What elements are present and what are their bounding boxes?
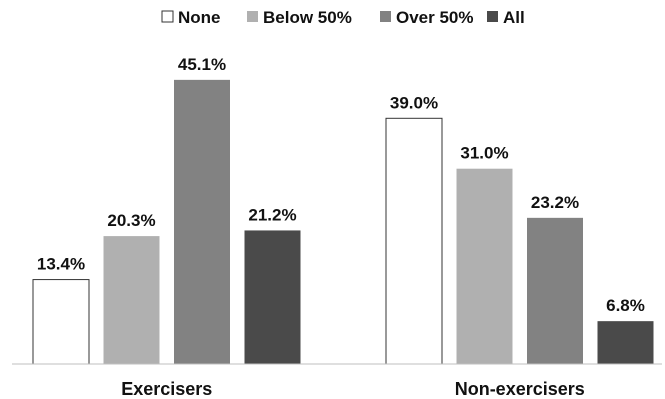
data-label: 21.2% bbox=[248, 205, 296, 224]
legend-swatch bbox=[161, 10, 174, 23]
bar-exercisers-below-50 bbox=[103, 236, 160, 364]
data-label: 13.4% bbox=[37, 255, 85, 274]
legend-swatch bbox=[380, 11, 391, 22]
data-label: 31.0% bbox=[460, 144, 508, 163]
data-label: 23.2% bbox=[531, 193, 579, 212]
legend: None Below 50% Over 50% All bbox=[161, 8, 525, 27]
data-label: 45.1% bbox=[178, 55, 226, 74]
bar-exercisers-all bbox=[244, 230, 301, 364]
legend-label: All bbox=[503, 8, 525, 27]
data-label: 6.8% bbox=[606, 296, 645, 315]
category-labels: Exercisers Non-exercisers bbox=[121, 379, 585, 399]
legend-swatch bbox=[487, 11, 498, 22]
bar-exercisers-none bbox=[32, 279, 90, 365]
bars bbox=[32, 79, 654, 365]
legend-label: None bbox=[178, 8, 221, 27]
legend-label: Below 50% bbox=[263, 8, 352, 27]
legend-swatch bbox=[247, 11, 258, 22]
data-label: 39.0% bbox=[390, 93, 438, 112]
category-label: Non-exercisers bbox=[455, 379, 585, 399]
bar-non-exercisers-below-50 bbox=[456, 168, 513, 364]
legend-label: Over 50% bbox=[396, 8, 474, 27]
bar-non-exercisers-all bbox=[597, 321, 654, 364]
bar-exercisers-over-50 bbox=[174, 79, 230, 365]
bar-non-exercisers-over-50 bbox=[527, 217, 583, 364]
data-label: 20.3% bbox=[107, 211, 155, 230]
category-label: Exercisers bbox=[121, 379, 212, 399]
value-labels: 13.4% 20.3% 45.1% 21.2% 39.0% 31.0% 23.2% 6.8% bbox=[37, 55, 645, 315]
bar-non-exercisers-none bbox=[385, 117, 443, 365]
